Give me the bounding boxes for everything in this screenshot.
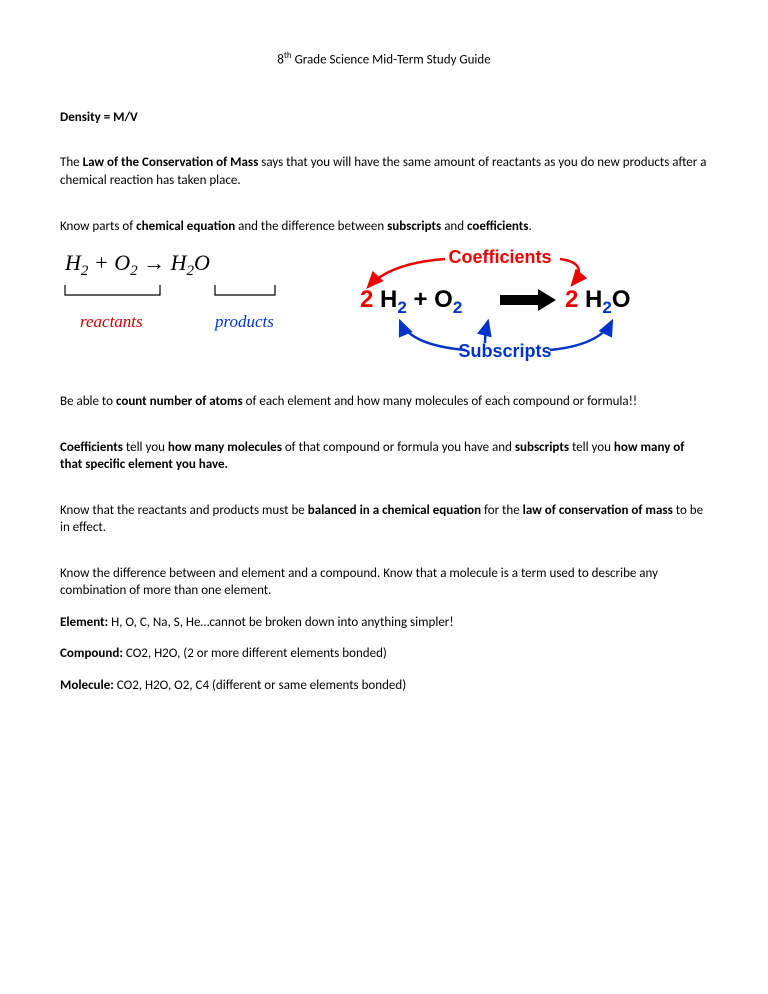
molecule-definition: Molecule: CO2, H2O, O2, C4 (different or… (60, 677, 708, 695)
chemical-equation-intro: Know parts of chemical equation and the … (60, 218, 708, 236)
compound-definition: Compound: CO2, H2O, (2 or more different… (60, 645, 708, 663)
left-diagram-svg: H2 + O2 → H2O reactants products (60, 245, 320, 345)
equation-group: 2 H2 + O2 2 H2O (360, 286, 631, 317)
element-definition: Element: H, O, C, Na, S, He…cannot be br… (60, 614, 708, 632)
reactants-bracket (65, 285, 160, 295)
svg-text:2 H2O: 2 H2O (565, 286, 631, 317)
density-text: Density = M/V (60, 110, 138, 125)
element-compound-paragraph: Know the difference between and element … (60, 565, 708, 600)
conservation-mass-paragraph: The Law of the Conservation of Mass says… (60, 154, 708, 189)
coefficients-subscripts-paragraph: Coefficients tell you how many molecules… (60, 439, 708, 474)
blue-arrow-2 (485, 321, 488, 343)
count-atoms-paragraph: Be able to count number of atoms of each… (60, 393, 708, 411)
coefficients-label: Coefficients (448, 247, 551, 267)
document-page: 8th Grade Science Mid-Term Study Guide D… (0, 0, 768, 759)
coefficients-subscripts-diagram: Coefficients 2 H2 + O2 2 H2O (350, 245, 650, 365)
svg-text:2 H2 + O2: 2 H2 + O2 (360, 286, 462, 317)
blue-arrow-3 (550, 321, 612, 350)
red-arrow-left (368, 259, 445, 287)
right-diagram-svg: Coefficients 2 H2 + O2 2 H2O (350, 245, 650, 365)
reactants-products-diagram: H2 + O2 → H2O reactants products (60, 245, 320, 345)
products-bracket (215, 285, 275, 295)
red-arrow-right (560, 259, 579, 285)
reactants-label: reactants (80, 312, 143, 331)
balanced-equation-paragraph: Know that the reactants and products mus… (60, 502, 708, 537)
diagrams-row: H2 + O2 → H2O reactants products Coeffic… (60, 245, 708, 365)
density-formula: Density = M/V (60, 109, 708, 127)
arrow-shaft (500, 295, 538, 305)
title-prefix: 8 (277, 52, 284, 67)
subscripts-label: Subscripts (458, 341, 551, 361)
blue-arrow-1 (400, 321, 465, 350)
title-sup: th (284, 50, 292, 61)
page-title: 8th Grade Science Mid-Term Study Guide (60, 50, 708, 69)
equation-text: H2 + O2 → H2O (64, 250, 210, 279)
arrow-head (538, 289, 556, 311)
products-label: products (214, 312, 274, 331)
title-rest: Grade Science Mid-Term Study Guide (292, 52, 491, 67)
